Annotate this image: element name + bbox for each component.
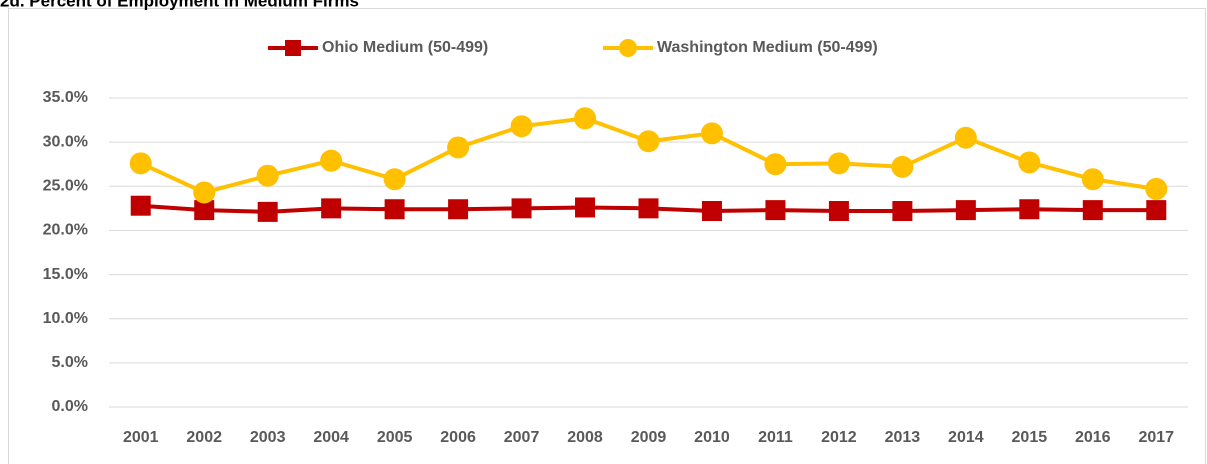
legend-marker bbox=[285, 40, 301, 56]
data-point bbox=[955, 200, 976, 221]
legend-marker bbox=[619, 39, 637, 57]
y-tick-label: 5.0% bbox=[52, 354, 88, 371]
x-tick-label: 2015 bbox=[1012, 429, 1048, 446]
data-point bbox=[701, 201, 722, 222]
data-point bbox=[1019, 199, 1040, 220]
y-tick-label: 25.0% bbox=[43, 178, 88, 195]
x-tick-label: 2012 bbox=[821, 429, 857, 446]
data-point bbox=[638, 198, 659, 219]
data-point bbox=[1145, 177, 1168, 200]
y-tick-label: 35.0% bbox=[43, 89, 88, 106]
data-point bbox=[1146, 200, 1167, 221]
y-tick-label: 10.0% bbox=[43, 310, 88, 327]
data-point bbox=[1081, 168, 1104, 191]
data-point bbox=[129, 152, 152, 175]
data-point bbox=[448, 199, 469, 220]
legend-label: Ohio Medium (50-499) bbox=[322, 39, 488, 56]
x-tick-label: 2002 bbox=[186, 429, 222, 446]
data-point bbox=[892, 201, 913, 222]
x-tick-label: 2013 bbox=[885, 429, 921, 446]
data-point bbox=[447, 136, 470, 159]
x-tick-label: 2016 bbox=[1075, 429, 1111, 446]
data-point bbox=[130, 195, 151, 216]
data-point bbox=[764, 153, 787, 176]
x-tick-label: 2011 bbox=[758, 429, 793, 446]
x-tick-label: 2010 bbox=[694, 429, 730, 446]
x-tick-label: 2009 bbox=[631, 429, 667, 446]
x-tick-label: 2006 bbox=[440, 429, 476, 446]
chart-title: 2d. Percent of Employment in Medium Firm… bbox=[0, 0, 359, 10]
chart-frame bbox=[8, 8, 1206, 464]
data-point bbox=[1018, 151, 1041, 174]
data-point bbox=[321, 198, 342, 219]
data-point bbox=[384, 199, 405, 220]
data-point bbox=[383, 168, 406, 191]
x-tick-label: 2003 bbox=[250, 429, 286, 446]
y-tick-label: 15.0% bbox=[43, 266, 88, 283]
legend-label: Washington Medium (50-499) bbox=[657, 39, 878, 56]
data-point bbox=[700, 122, 723, 145]
data-point bbox=[193, 181, 216, 204]
data-point bbox=[765, 200, 786, 221]
data-point bbox=[574, 107, 597, 130]
data-point bbox=[828, 201, 849, 222]
data-point bbox=[891, 155, 914, 178]
x-tick-label: 2001 bbox=[123, 429, 159, 446]
data-point bbox=[320, 149, 343, 172]
x-tick-label: 2008 bbox=[567, 429, 603, 446]
x-tick-label: 2017 bbox=[1138, 429, 1174, 446]
data-point bbox=[511, 198, 532, 219]
x-tick-label: 2014 bbox=[948, 429, 984, 446]
y-tick-label: 0.0% bbox=[52, 398, 88, 415]
data-point bbox=[954, 126, 977, 149]
x-tick-label: 2004 bbox=[313, 429, 349, 446]
x-tick-label: 2005 bbox=[377, 429, 413, 446]
data-point bbox=[637, 130, 660, 153]
y-tick-label: 20.0% bbox=[43, 222, 88, 239]
data-point bbox=[827, 152, 850, 175]
data-point bbox=[1082, 200, 1103, 221]
data-point bbox=[575, 197, 596, 218]
y-tick-label: 30.0% bbox=[43, 133, 88, 150]
data-point bbox=[194, 200, 215, 221]
data-point bbox=[510, 115, 533, 138]
data-point bbox=[256, 164, 279, 187]
data-point bbox=[257, 201, 278, 222]
x-tick-label: 2007 bbox=[504, 429, 540, 446]
